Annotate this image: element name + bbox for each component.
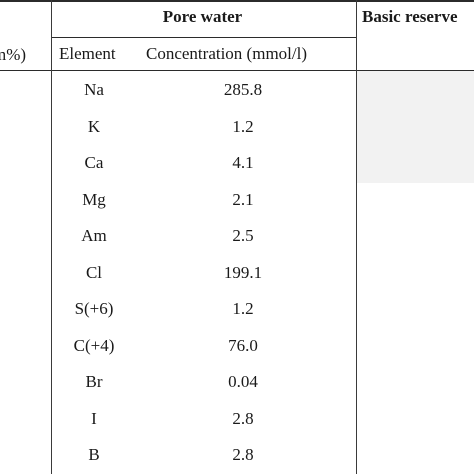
element-cell: Mg	[82, 190, 106, 209]
concentration-cell: 2.5	[232, 226, 254, 245]
concentration-cell: 0.04	[228, 372, 258, 391]
element-cell: Br	[85, 372, 103, 391]
concentration-cell: 1.2	[232, 117, 254, 136]
element-cell: Am	[81, 226, 107, 245]
pore-water-underline	[52, 37, 356, 38]
column-divider-left	[51, 0, 52, 474]
element-cell: S(+6)	[74, 299, 114, 318]
element-cell: C(+4)	[73, 336, 115, 355]
header-bottom-rule	[0, 70, 474, 71]
top-rule	[0, 0, 474, 2]
pore-water-header: Pore water	[162, 7, 243, 26]
element-cell: Cl	[85, 263, 103, 282]
concentration-cell: 76.0	[228, 336, 258, 355]
element-cell: B	[88, 445, 100, 464]
concentration-cell: 2.1	[232, 190, 254, 209]
concentration-column-header: Concentration (mmol/l)	[146, 44, 307, 63]
concentration-cell: 4.1	[232, 153, 254, 172]
concentration-cell: 199.1	[223, 263, 263, 282]
element-cell: I	[91, 409, 97, 428]
concentration-cell: 285.8	[223, 80, 263, 99]
column-divider-right	[356, 0, 357, 474]
element-cell: Ca	[84, 153, 104, 172]
element-cell: K	[87, 117, 101, 136]
element-cell: Na	[84, 80, 104, 99]
basic-reserve-header: Basic reserve	[362, 7, 458, 26]
concentration-cell: 2.8	[232, 409, 254, 428]
element-column-header: Element	[59, 44, 116, 63]
basic-reserve-shaded-cell	[357, 71, 474, 183]
concentration-cell: 1.2	[232, 299, 254, 318]
left-unit-header: m%)	[0, 45, 27, 64]
concentration-cell: 2.8	[232, 445, 254, 464]
